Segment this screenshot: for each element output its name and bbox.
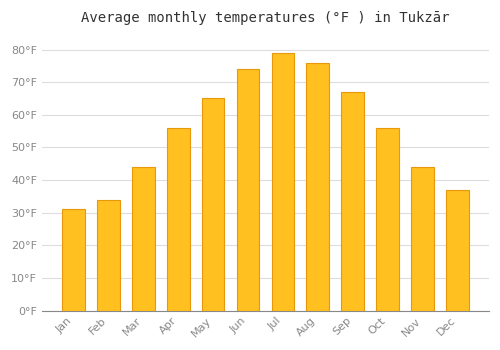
Bar	[272, 53, 294, 310]
Bar	[411, 167, 434, 310]
Bar	[132, 167, 154, 310]
Bar	[446, 190, 468, 310]
Bar	[202, 98, 224, 310]
Bar	[236, 69, 260, 310]
Bar	[167, 128, 190, 310]
Bar	[97, 199, 120, 310]
Bar	[306, 63, 329, 310]
Bar	[342, 92, 364, 310]
Bar	[376, 128, 399, 310]
Bar	[62, 209, 85, 310]
Title: Average monthly temperatures (°F ) in Tukzār: Average monthly temperatures (°F ) in Tu…	[81, 11, 450, 25]
